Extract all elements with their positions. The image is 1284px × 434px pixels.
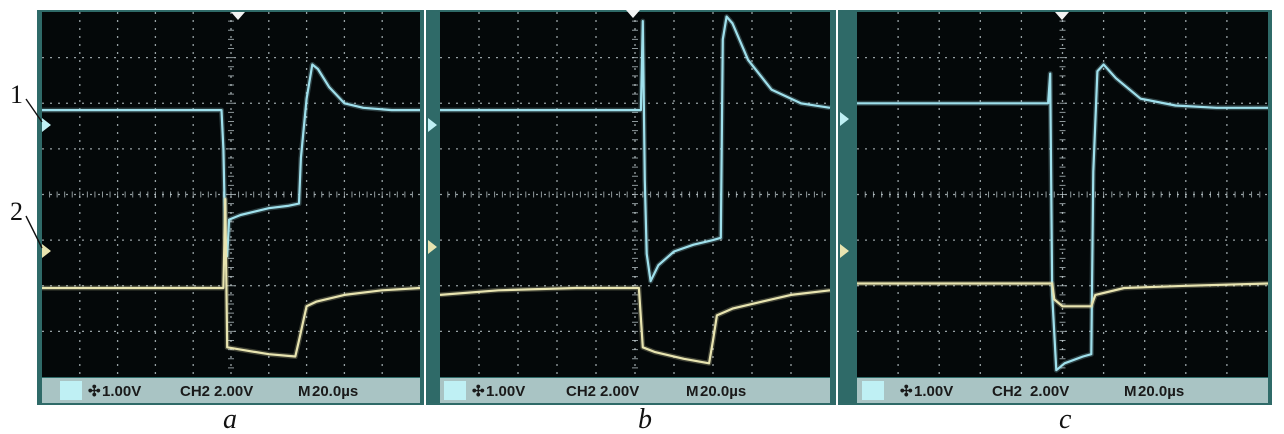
trace-2-line <box>439 286 831 365</box>
trigger-marker-icon <box>1055 12 1069 20</box>
status-bar <box>42 378 420 403</box>
ch2-ground-marker-icon <box>42 244 51 258</box>
ch1-scale-prefix-icon: ✣ <box>900 383 913 400</box>
status-bar <box>440 378 830 403</box>
ch1-scale: 1.00V <box>914 383 953 400</box>
timebase-label: M <box>686 383 699 400</box>
panel-caption: b <box>638 404 652 434</box>
ch1-indicator-box <box>60 381 82 400</box>
timebase-label: M <box>1124 383 1137 400</box>
ch2-label: CH2 <box>566 383 596 400</box>
trace-2-label: 2 <box>10 197 23 226</box>
trace-2-line <box>42 198 421 358</box>
ch2-label: CH2 <box>180 383 210 400</box>
trace-1-leader <box>25 98 43 123</box>
timebase-scale: 20.0µs <box>1138 383 1184 400</box>
ch1-scale-prefix-icon: ✣ <box>472 383 485 400</box>
scope-grid <box>42 12 420 377</box>
scope-traces <box>42 62 421 359</box>
ch1-scale: 1.00V <box>102 383 141 400</box>
timebase-label: M <box>298 383 311 400</box>
ch1-indicator-box <box>862 381 884 400</box>
timebase-scale: 20.0µs <box>312 383 358 400</box>
timebase-scale: 20.0µs <box>700 383 746 400</box>
trace-1-label: 1 <box>10 80 23 109</box>
scope-grid <box>440 12 830 377</box>
ch2-scale: 2.00V <box>600 383 639 400</box>
status-bar <box>857 378 1268 403</box>
scope-grid <box>857 12 1268 377</box>
trace-2-leader <box>25 215 43 249</box>
oscilloscope-panel-c: ✣ 1.00V CH2 2.00V M 20.0µs c <box>838 10 1272 434</box>
trigger-marker-icon <box>626 10 640 18</box>
ch2-label: CH2 <box>992 383 1022 400</box>
ch1-scale-prefix-icon: ✣ <box>88 383 101 400</box>
trigger-marker-icon <box>231 12 245 20</box>
ch2-scale: 2.00V <box>214 383 253 400</box>
oscilloscope-panel-b: ✣ 1.00V CH2 2.00V M 20.0µs b <box>426 10 836 434</box>
ch2-ground-marker-icon <box>428 240 437 254</box>
oscilloscope-panel-a: ✣ 1.00V CH2 2.00V M 20.0µs a <box>37 10 424 434</box>
panel-caption: a <box>223 404 237 434</box>
ch1-ground-marker-icon <box>428 118 437 132</box>
ch1-scale: 1.00V <box>486 383 525 400</box>
ch1-indicator-box <box>444 381 466 400</box>
ch2-ground-marker-icon <box>840 244 849 258</box>
panel-caption: c <box>1059 404 1072 434</box>
trace-2-line <box>857 282 1269 308</box>
trace-1-line <box>440 15 831 283</box>
scope-traces <box>857 62 1269 373</box>
trace-1-line <box>857 63 1268 372</box>
ch1-ground-marker-icon <box>840 112 849 126</box>
ch1-ground-marker-icon <box>42 118 51 132</box>
scope-traces <box>439 14 831 366</box>
ch2-scale: 2.00V <box>1030 383 1069 400</box>
